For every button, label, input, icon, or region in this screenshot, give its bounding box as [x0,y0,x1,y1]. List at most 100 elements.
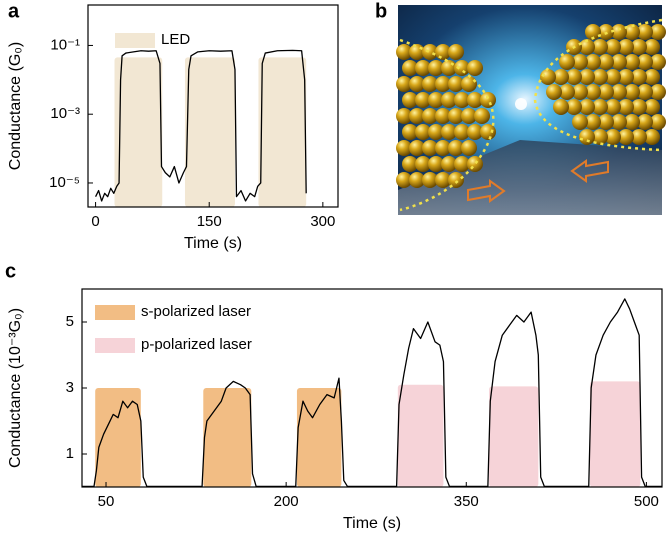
sphere [448,44,464,60]
sphere [448,172,464,188]
sphere [637,24,653,40]
sphere [618,129,634,145]
x-axis-title: Time (s) [184,235,242,252]
sphere [415,60,431,76]
sphere [650,24,666,40]
sphere [605,99,621,115]
sphere [650,84,666,100]
sphere [454,92,470,108]
sphere [559,84,575,100]
sphere [592,69,608,85]
sphere [611,114,627,130]
shaded-region [489,386,539,487]
sphere [415,156,431,172]
x-axis-title: Time (s) [343,515,401,532]
sphere [409,76,425,92]
sphere [637,114,653,130]
sphere [448,76,464,92]
sphere [566,99,582,115]
sphere [396,108,412,124]
sphere [605,39,621,55]
sphere [618,99,634,115]
sphere [467,124,483,140]
sphere [409,140,425,156]
legend-label: LED [161,31,190,48]
sphere [480,92,496,108]
sphere [546,84,562,100]
shaded-region [184,57,235,207]
sphere [428,156,444,172]
y-axis-title: Conductance (G₀) [7,42,24,170]
sphere [448,108,464,124]
x-tick-label: 200 [274,493,299,510]
sphere [422,108,438,124]
sphere [618,69,634,85]
y-tick-label: 3 [66,379,74,396]
trace [82,298,662,487]
sphere [553,99,569,115]
legend-swatch [95,305,135,320]
sphere [461,140,477,156]
sphere [553,69,569,85]
sphere [461,76,477,92]
sphere [592,129,608,145]
sphere [644,69,660,85]
sphere [598,114,614,130]
sphere [461,108,477,124]
legend-label: p-polarized laser [141,336,252,353]
sphere [631,39,647,55]
y-tick-label: 10⁻³ [50,105,80,122]
sphere [644,129,660,145]
sphere [598,84,614,100]
sphere [435,140,451,156]
sphere [585,24,601,40]
shaded-region [203,388,252,487]
sphere [454,156,470,172]
x-tick-label: 300 [310,213,335,230]
sphere [618,39,634,55]
sphere [435,108,451,124]
sphere [467,156,483,172]
sphere [631,99,647,115]
sphere [644,99,660,115]
shaded-region [397,384,444,487]
sphere [572,84,588,100]
sphere [454,60,470,76]
sphere [428,60,444,76]
sphere [454,124,470,140]
sphere [585,54,601,70]
sphere [650,54,666,70]
sphere [624,84,640,100]
sphere [435,76,451,92]
sphere [396,76,412,92]
nanoparticles [396,24,666,188]
sphere [415,92,431,108]
y-tick-label: 10⁻⁵ [49,174,80,191]
sphere [441,92,457,108]
sphere [579,39,595,55]
sphere [650,114,666,130]
sphere [566,69,582,85]
illustration [396,5,666,215]
sphere [611,24,627,40]
sphere [422,140,438,156]
sphere [409,172,425,188]
sphere [441,124,457,140]
sphere [396,140,412,156]
shaded-region [589,381,641,487]
trace [94,49,307,202]
sphere [402,124,418,140]
sphere [579,99,595,115]
sphere [572,54,588,70]
x-tick-label: 150 [197,213,222,230]
sphere [441,156,457,172]
sphere [631,69,647,85]
sphere [637,54,653,70]
sphere [572,114,588,130]
sphere [422,44,438,60]
sphere [637,84,653,100]
legend-label: s-polarized laser [141,303,251,320]
shaded-region [258,57,307,207]
sphere [598,54,614,70]
